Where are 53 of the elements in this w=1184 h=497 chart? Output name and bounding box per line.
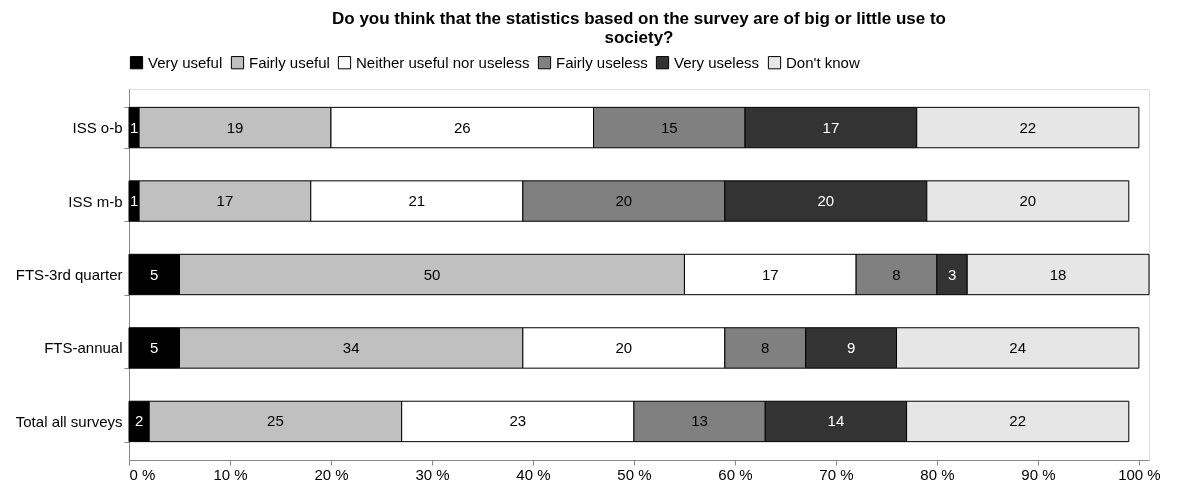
data-label: 17: [216, 192, 234, 210]
data-label: 25: [267, 412, 284, 430]
data-label: 18: [1049, 265, 1067, 283]
data-label: 1: [129, 118, 139, 136]
data-label: 5: [150, 265, 159, 283]
data-label: 24: [1009, 338, 1027, 356]
data-label: 14: [827, 412, 845, 430]
legend-label: Don't know: [786, 53, 860, 71]
data-label: 5: [150, 338, 159, 356]
legend-label: Neither useful nor useless: [356, 53, 530, 71]
x-tick-label: 70 %: [819, 465, 854, 483]
data-label: 20: [1019, 192, 1037, 210]
x-tick-label: 80 %: [920, 465, 955, 483]
data-label: 22: [1019, 118, 1037, 136]
data-label: 8: [761, 338, 770, 356]
data-label: 22: [1009, 412, 1027, 430]
chart-title: Do you think that the statistics based on the survey are of big or little use to society?: [332, 9, 946, 47]
y-tick-label: ISS m-b: [68, 192, 123, 210]
legend-label: Fairly useful: [249, 53, 330, 71]
data-label: 9: [846, 338, 856, 356]
x-tick-label: 30 %: [415, 465, 450, 483]
data-label: 21: [408, 192, 426, 210]
data-label: 8: [892, 265, 901, 283]
x-tick-label: 40 %: [516, 465, 551, 483]
data-label: 20: [615, 192, 633, 210]
data-label: 13: [691, 412, 708, 430]
x-tick-label: 90 %: [1021, 465, 1056, 483]
data-label: 19: [226, 118, 244, 136]
y-tick-label: FTS-annual: [44, 339, 123, 357]
data-label: 1: [129, 192, 139, 210]
y-tick-label: ISS o-b: [72, 119, 123, 137]
x-tick-label: 20 %: [314, 465, 349, 483]
data-label: 20: [817, 192, 835, 210]
x-tick-label: 50 %: [617, 465, 652, 483]
legend-label: Very useful: [148, 53, 223, 71]
data-label: 23: [509, 412, 527, 430]
x-tick-label: 60 %: [718, 465, 753, 483]
x-tick-label: 10 %: [213, 465, 248, 483]
y-tick-label: Total all surveys: [15, 412, 123, 430]
legend-label: Fairly useless: [556, 53, 648, 71]
x-tick-label: 100 %: [1118, 465, 1161, 483]
data-label: 34: [342, 338, 360, 356]
data-label: 17: [761, 265, 779, 283]
data-label: 3: [947, 265, 957, 283]
data-label: 50: [423, 265, 441, 283]
data-label: 2: [134, 412, 144, 430]
data-label: 15: [660, 118, 678, 136]
data-label: 20: [615, 338, 633, 356]
legend-label: Very useless: [674, 53, 760, 71]
y-tick-label: FTS-3rd quarter: [15, 266, 123, 283]
data-label: 26: [453, 118, 471, 136]
data-label: 17: [822, 118, 840, 136]
x-tick-label: 0 %: [129, 465, 156, 483]
